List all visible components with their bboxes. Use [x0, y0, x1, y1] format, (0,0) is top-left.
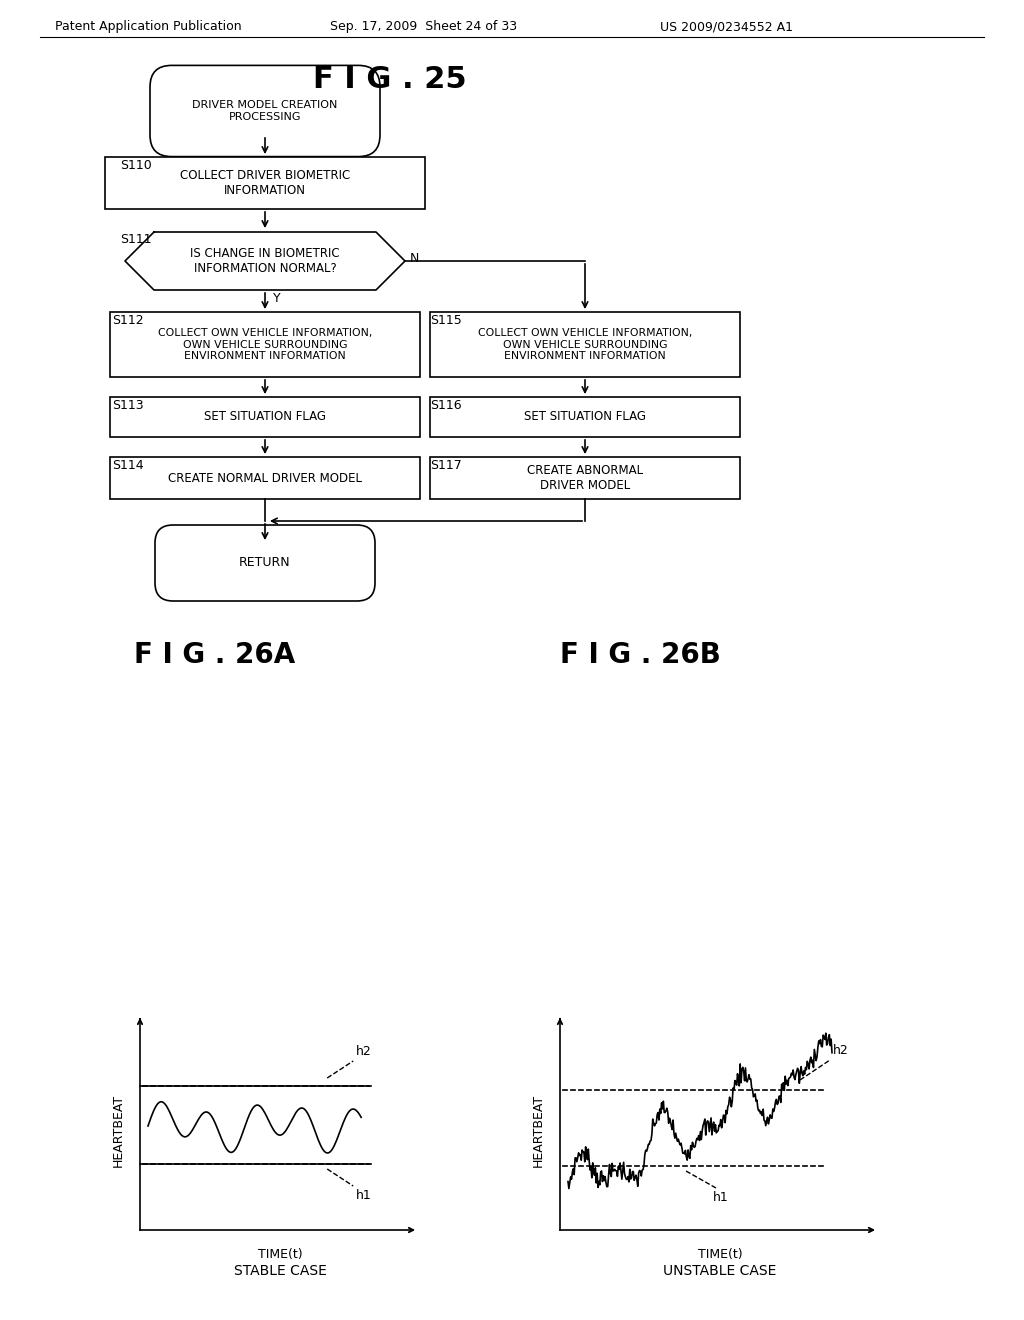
Text: Sep. 17, 2009  Sheet 24 of 33: Sep. 17, 2009 Sheet 24 of 33	[330, 20, 517, 33]
Text: h1: h1	[713, 1191, 729, 1204]
Text: N: N	[410, 252, 420, 264]
Text: US 2009/0234552 A1: US 2009/0234552 A1	[660, 20, 793, 33]
Text: COLLECT OWN VEHICLE INFORMATION,
OWN VEHICLE SURROUNDING
ENVIRONMENT INFORMATION: COLLECT OWN VEHICLE INFORMATION, OWN VEH…	[478, 327, 692, 362]
Text: CREATE ABNORMAL
DRIVER MODEL: CREATE ABNORMAL DRIVER MODEL	[527, 465, 643, 492]
Bar	[110, 312, 420, 378]
Text: Y: Y	[273, 292, 281, 305]
Text: S115: S115	[430, 314, 462, 327]
Text: h2: h2	[833, 1044, 849, 1057]
Text: S111: S111	[120, 234, 152, 246]
Bar	[430, 312, 740, 378]
Text: F I G . 26A: F I G . 26A	[134, 642, 296, 669]
Bar	[430, 457, 740, 499]
Text: S114: S114	[112, 459, 143, 473]
Text: h1: h1	[356, 1189, 372, 1203]
Text: S113: S113	[112, 399, 143, 412]
Text: S116: S116	[430, 399, 462, 412]
Text: IS CHANGE IN BIOMETRIC
INFORMATION NORMAL?: IS CHANGE IN BIOMETRIC INFORMATION NORMA…	[190, 247, 340, 275]
Bar	[110, 397, 420, 437]
Text: CREATE NORMAL DRIVER MODEL: CREATE NORMAL DRIVER MODEL	[168, 471, 362, 484]
Text: Patent Application Publication: Patent Application Publication	[55, 20, 242, 33]
Bar	[110, 457, 420, 499]
FancyBboxPatch shape	[150, 66, 380, 157]
Text: HEARTBEAT: HEARTBEAT	[531, 1093, 545, 1167]
Text: COLLECT OWN VEHICLE INFORMATION,
OWN VEHICLE SURROUNDING
ENVIRONMENT INFORMATION: COLLECT OWN VEHICLE INFORMATION, OWN VEH…	[158, 327, 372, 362]
Text: UNSTABLE CASE: UNSTABLE CASE	[664, 1265, 776, 1278]
Text: SET SITUATION FLAG: SET SITUATION FLAG	[204, 411, 326, 424]
Text: TIME(t): TIME(t)	[697, 1247, 742, 1261]
Text: h2: h2	[356, 1045, 372, 1059]
Text: S117: S117	[430, 459, 462, 473]
Text: TIME(t): TIME(t)	[258, 1247, 302, 1261]
Text: HEARTBEAT: HEARTBEAT	[112, 1093, 125, 1167]
Text: F I G . 26B: F I G . 26B	[559, 642, 721, 669]
Text: S110: S110	[120, 158, 152, 172]
Text: RETURN: RETURN	[240, 557, 291, 569]
FancyBboxPatch shape	[155, 525, 375, 601]
Bar	[430, 397, 740, 437]
Text: STABLE CASE: STABLE CASE	[233, 1265, 327, 1278]
Text: F I G . 25: F I G . 25	[313, 65, 467, 94]
Text: SET SITUATION FLAG: SET SITUATION FLAG	[524, 411, 646, 424]
Text: S112: S112	[112, 314, 143, 327]
Text: DRIVER MODEL CREATION
PROCESSING: DRIVER MODEL CREATION PROCESSING	[193, 100, 338, 121]
Text: COLLECT DRIVER BIOMETRIC
INFORMATION: COLLECT DRIVER BIOMETRIC INFORMATION	[180, 169, 350, 197]
Bar	[105, 157, 425, 209]
